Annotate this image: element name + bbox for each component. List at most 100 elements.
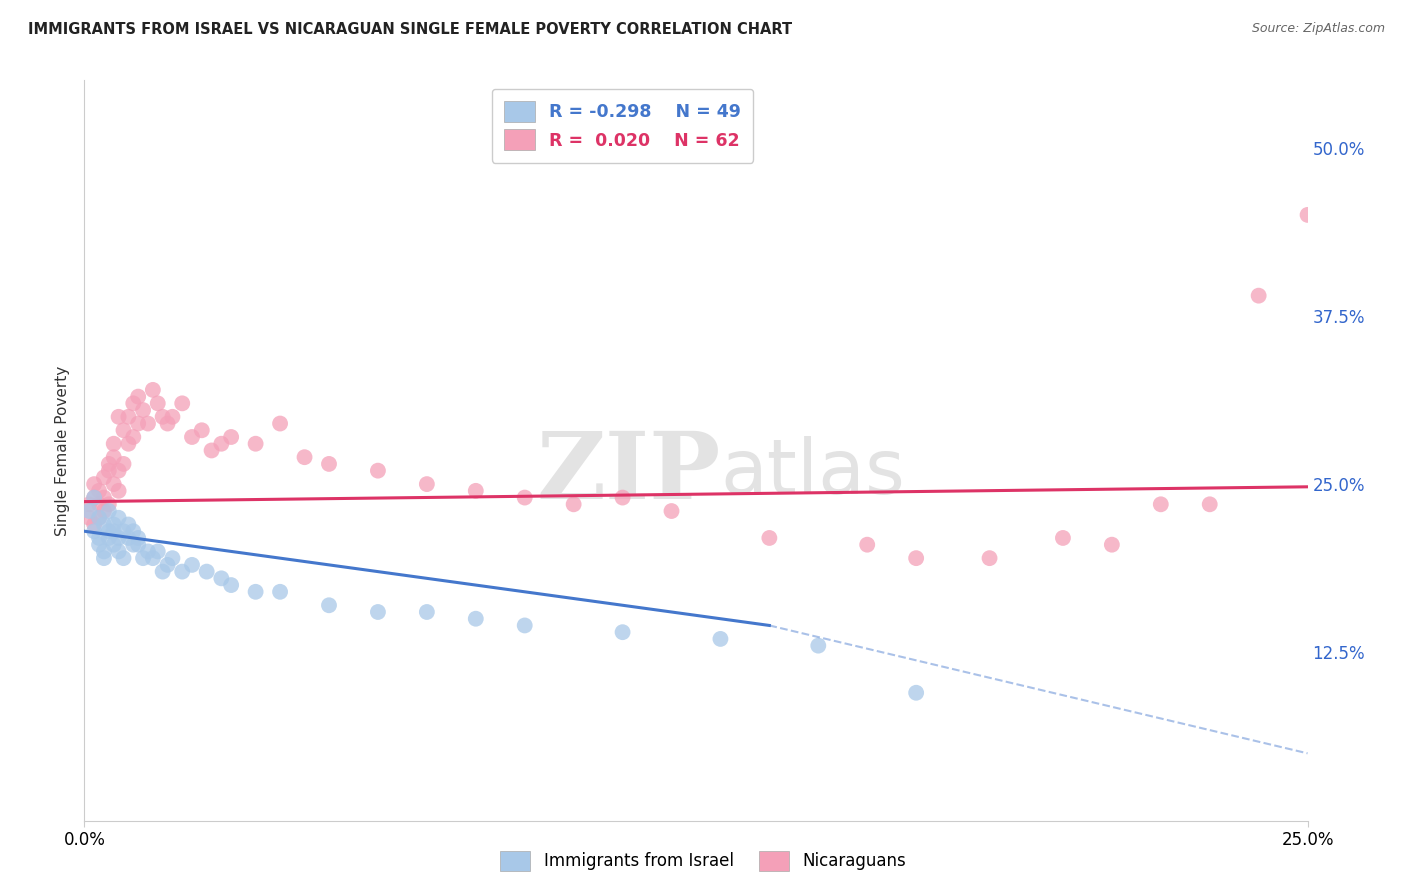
Point (146, 544, 169, 558)
Point (112, 423, 135, 437)
Point (93, 491, 115, 505)
Point (807, 639, 830, 653)
Point (83, 491, 105, 505)
Point (97, 524, 120, 539)
Point (758, 531, 780, 545)
Point (87, 497, 110, 511)
Point (93, 544, 115, 558)
Point (318, 599, 340, 613)
Point (245, 436, 267, 450)
Point (200, 443, 222, 458)
Point (709, 632, 731, 646)
Point (103, 450, 125, 465)
Point (513, 491, 536, 505)
Point (87, 538, 110, 552)
Point (112, 524, 135, 539)
Point (103, 436, 125, 450)
Point (152, 409, 174, 424)
Point (245, 584, 267, 599)
Point (905, 551, 928, 566)
Point (132, 403, 155, 417)
Point (87, 510, 110, 524)
Point (93, 470, 115, 484)
Point (219, 430, 242, 444)
Point (269, 417, 291, 431)
Point (464, 612, 486, 626)
Point (152, 565, 174, 579)
Point (1101, 538, 1123, 552)
Point (93, 504, 115, 518)
Point (127, 417, 149, 431)
Legend: R = -0.298    N = 49, R =  0.020    N = 62: R = -0.298 N = 49, R = 0.020 N = 62 (492, 89, 754, 162)
Point (117, 409, 139, 424)
Point (107, 531, 129, 545)
Point (103, 524, 125, 539)
Point (136, 544, 159, 558)
Point (905, 686, 928, 700)
Point (127, 390, 149, 404)
Point (122, 396, 145, 410)
Point (122, 524, 145, 539)
Point (93, 517, 115, 532)
Point (87, 531, 110, 545)
Y-axis label: Single Female Poverty: Single Female Poverty (55, 366, 70, 535)
Point (127, 531, 149, 545)
Point (1247, 288, 1270, 302)
Point (107, 409, 129, 424)
Point (97, 531, 120, 545)
Point (112, 551, 135, 566)
Point (172, 565, 194, 579)
Point (87, 510, 110, 524)
Point (87, 483, 110, 498)
Point (127, 538, 149, 552)
Point (97, 464, 120, 478)
Point (979, 551, 1001, 566)
Point (191, 423, 214, 437)
Text: IMMIGRANTS FROM ISRAEL VS NICARAGUAN SINGLE FEMALE POVERTY CORRELATION CHART: IMMIGRANTS FROM ISRAEL VS NICARAGUAN SIN… (28, 22, 792, 37)
Point (181, 558, 204, 572)
Point (269, 584, 291, 599)
Point (103, 477, 125, 491)
Text: Source: ZipAtlas.com: Source: ZipAtlas.com (1251, 22, 1385, 36)
Point (162, 409, 184, 424)
Legend: Immigrants from Israel, Nicaraguans: Immigrants from Israel, Nicaraguans (492, 842, 914, 880)
Point (112, 457, 135, 471)
Point (97, 497, 120, 511)
Point (367, 605, 389, 619)
Point (83, 491, 105, 505)
Point (77, 510, 100, 524)
Point (1296, 208, 1319, 222)
Point (856, 538, 879, 552)
Point (162, 551, 184, 566)
Point (117, 436, 139, 450)
Text: atlas: atlas (720, 435, 905, 509)
Point (1150, 497, 1173, 511)
Point (77, 504, 100, 518)
Point (172, 396, 194, 410)
Point (122, 538, 145, 552)
Point (612, 625, 634, 640)
Point (318, 457, 340, 471)
Point (294, 450, 316, 465)
Point (156, 558, 179, 572)
Point (142, 383, 165, 397)
Point (122, 430, 145, 444)
Point (661, 504, 683, 518)
Point (181, 430, 204, 444)
Point (612, 491, 634, 505)
Point (156, 417, 179, 431)
Point (416, 605, 439, 619)
Point (132, 551, 155, 566)
Point (117, 531, 139, 545)
Point (107, 544, 129, 558)
Point (117, 517, 139, 532)
Point (107, 464, 129, 478)
Point (142, 551, 165, 566)
Point (367, 464, 389, 478)
Point (209, 571, 232, 585)
Point (97, 457, 120, 471)
Point (219, 578, 242, 592)
Point (103, 538, 125, 552)
Point (209, 436, 232, 450)
Point (83, 477, 105, 491)
